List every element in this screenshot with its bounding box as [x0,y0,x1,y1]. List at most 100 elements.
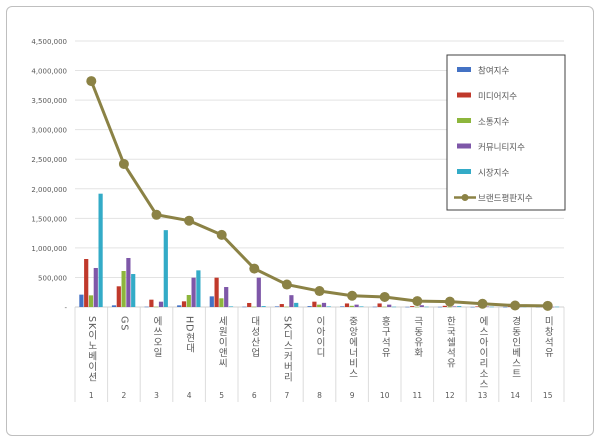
category-number: 7 [285,391,290,400]
bar-소통지수 [154,306,159,308]
bar-소통지수 [317,304,322,307]
bar-참여지수 [307,306,312,307]
legend-swatch [457,118,471,123]
bar-참여지수 [274,306,280,307]
bar-시장지수 [424,306,429,308]
line-point [249,263,260,274]
y-tick-label: 2,000,000 [31,186,67,194]
category-number: 8 [317,391,322,400]
line-point [216,229,227,240]
bar-시장지수 [359,306,364,307]
line-point [444,296,455,307]
line-point [347,290,358,301]
category-label: 흥구석유 [379,315,390,358]
category-number: 9 [350,391,355,400]
line-point [510,300,521,311]
bar-시장지수 [98,193,103,307]
bar-미디어지수 [344,303,350,307]
bar-참여지수 [242,306,247,308]
y-tick-label: 2,500,000 [31,156,67,164]
y-tick-label: 500,000 [38,274,67,282]
y-tick-label: 1,000,000 [31,245,67,253]
category-label: 이아이디 [314,316,325,358]
bar-커뮤니티지수 [126,257,131,307]
bar-커뮤니티지수 [158,301,164,307]
category-label: 세원이앤씨 [216,316,227,369]
bar-참여지수 [144,306,149,308]
bar-시장지수 [294,302,299,307]
line-point [151,209,162,220]
y-tick-label: 3,000,000 [31,127,67,135]
bar-미디어지수 [247,302,252,307]
bar-참여지수 [111,305,117,307]
category-label: 중앙에너비스 [347,316,358,379]
category-label: 한국쉘석유 [444,316,455,369]
category-number: 5 [219,391,224,400]
bar-소통지수 [186,295,191,307]
bar-미디어지수 [84,259,89,307]
bar-소통지수 [447,306,452,308]
y-tick-label: 4,500,000 [31,38,67,46]
bar-커뮤니티지수 [289,295,294,307]
bar-시장지수 [196,270,201,307]
y-tick-label: 1,500,000 [31,215,67,223]
bar-참여지수 [177,305,182,307]
y-tick-label: 4,000,000 [31,68,67,76]
bar-소통지수 [349,305,354,307]
legend-box [446,54,566,211]
bar-시장지수 [457,306,462,307]
line-point [477,298,488,309]
category-number: 14 [510,391,520,400]
bar-시장지수 [391,306,397,308]
category-label: 에쓰오일 [151,316,162,358]
category-label: GS [118,316,129,331]
legend-label: 시장지수 [478,168,509,179]
category-number: 10 [380,391,390,400]
legend-label: 미디어지수 [478,91,517,102]
category-number: 4 [187,391,192,400]
bar-미디어지수 [442,305,447,307]
bar-참여지수 [470,306,475,308]
bar-시장지수 [554,306,560,308]
bar-미디어지수 [475,306,480,307]
bar-시장지수 [326,306,331,307]
bar-시장지수 [261,306,266,307]
bar-미디어지수 [149,299,154,307]
line-point [412,296,423,307]
line-point [542,300,553,311]
bar-시장지수 [228,306,234,307]
bar-소통지수 [121,271,126,307]
legend-swatch-marker [461,194,469,201]
bar-참여지수 [405,306,410,308]
bar-참여지수 [340,306,345,307]
bar-미디어지수 [507,306,513,308]
bar-시장지수 [163,230,168,307]
y-tick-label: - [64,304,67,312]
bar-미디어지수 [377,303,382,307]
bar-미디어지수 [312,301,317,307]
bar-참여지수 [437,306,443,308]
legend-label: 참여지수 [478,66,509,77]
line-point [314,286,325,297]
bar-미디어지수 [116,286,121,307]
category-label: 경동인베스트 [510,315,521,379]
legend-swatch [457,92,471,98]
bar-커뮤니티지수 [419,305,424,307]
bar-시장지수 [131,274,136,307]
bar-참여지수 [209,296,214,307]
bar-미디어지수 [181,301,187,307]
category-number: 2 [122,391,127,400]
category-number: 11 [413,391,423,400]
bar-소통지수 [88,295,94,307]
bar-커뮤니티지수 [321,302,327,307]
bar-커뮤니티지수 [354,304,359,307]
category-number: 12 [445,391,455,400]
bar-미디어지수 [279,304,284,307]
legend-label: 브랜드평판지수 [478,193,533,204]
bar-참여지수 [372,306,377,308]
legend-swatch [457,169,471,174]
bar-소통지수 [382,306,387,308]
bar-커뮤니티지수 [387,304,392,307]
bar-커뮤니티지수 [452,306,457,307]
category-label: SK이노베이션 [86,316,97,383]
